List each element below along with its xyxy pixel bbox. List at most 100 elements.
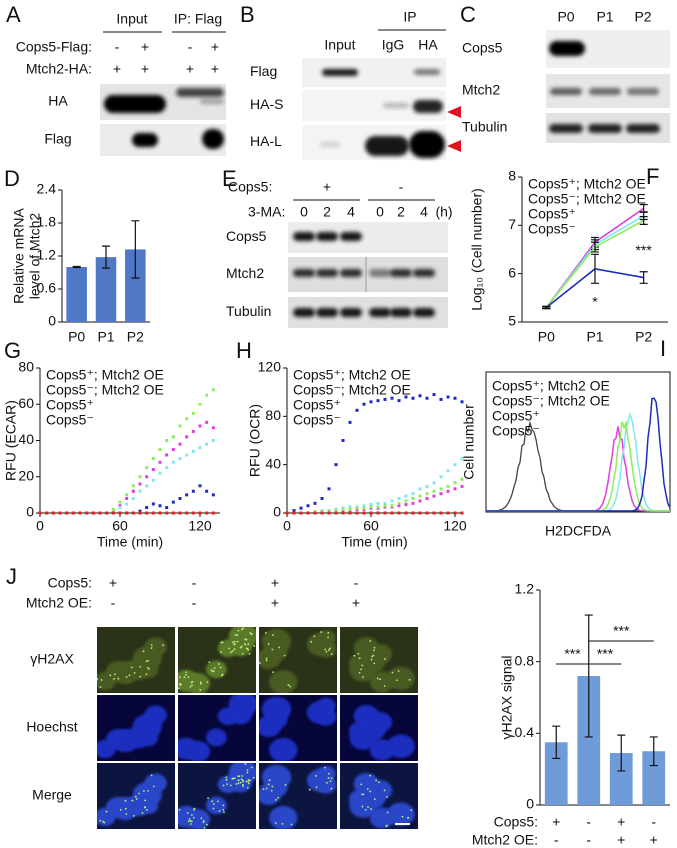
- foci: [250, 766, 253, 769]
- foci: [328, 649, 330, 651]
- blot-band: [369, 308, 391, 317]
- foci: [369, 640, 372, 642]
- label: HA: [48, 93, 68, 109]
- nucleus: [369, 739, 395, 761]
- foci: [364, 808, 367, 811]
- x-tick-label: +: [617, 832, 625, 848]
- legend-entry: Cops5⁻; Mtch2 OE: [293, 382, 411, 398]
- point: [320, 497, 324, 500]
- blot-band: [316, 232, 338, 241]
- foci: [147, 659, 150, 662]
- point: [460, 477, 464, 481]
- x-tick-label: 0: [283, 518, 291, 534]
- y-tick-label: 6: [508, 264, 516, 280]
- point: [151, 457, 155, 461]
- y-tick-label: 0.8: [515, 652, 535, 668]
- foci: [203, 827, 206, 829]
- foci: [143, 806, 146, 809]
- label: -: [192, 575, 197, 591]
- foci: [373, 662, 376, 665]
- cell: [353, 636, 380, 659]
- micrograph: [340, 695, 418, 761]
- foci: [100, 679, 103, 681]
- foci: [150, 647, 153, 649]
- label: Input: [324, 37, 355, 53]
- point: [369, 505, 373, 509]
- nucleus: [132, 714, 162, 739]
- foci: [284, 783, 287, 786]
- foci: [245, 763, 247, 764]
- foci: [362, 676, 364, 679]
- foci: [190, 813, 193, 816]
- label: Mtch2 OE:: [26, 595, 92, 611]
- point: [446, 489, 450, 493]
- legend-entry: Cops5⁻; Mtch2 OE: [46, 382, 164, 398]
- point: [118, 500, 122, 504]
- legend-entry: Cops5⁺; Mtch2 OE: [492, 378, 610, 394]
- error-bar: [72, 265, 81, 269]
- point: [432, 481, 436, 485]
- foci: [184, 674, 187, 676]
- point: [211, 511, 215, 515]
- legend-entry: Cops5⁺; Mtch2 OE: [528, 176, 646, 192]
- point: [397, 501, 401, 505]
- cell: [132, 646, 162, 671]
- point: [205, 393, 209, 397]
- label: 2: [397, 204, 405, 220]
- point: [425, 484, 429, 488]
- foci: [242, 627, 245, 630]
- foci: [189, 823, 192, 825]
- label: IP: [403, 9, 416, 25]
- point: [171, 448, 175, 452]
- foci: [369, 790, 372, 793]
- nucleus: [217, 707, 239, 726]
- foci: [189, 685, 192, 688]
- point: [131, 484, 135, 488]
- foci: [310, 640, 313, 643]
- annotation: *: [592, 294, 598, 310]
- micrograph: [178, 695, 256, 761]
- foci: [206, 681, 209, 683]
- point: [292, 509, 296, 513]
- point: [453, 463, 457, 467]
- blot-band: [176, 88, 224, 97]
- label: +: [352, 595, 360, 611]
- foci: [141, 812, 144, 815]
- foci: [231, 650, 234, 652]
- blot-band: [202, 129, 224, 149]
- legend-entry: Cops5⁻: [293, 412, 341, 428]
- foci: [249, 632, 252, 635]
- legend-entry: Cops5⁻: [46, 412, 94, 428]
- label: IgG: [382, 37, 405, 53]
- foci: [222, 804, 225, 807]
- foci: [222, 808, 225, 811]
- foci: [271, 785, 274, 788]
- y-axis-label: RFU (ECAR): [3, 400, 19, 481]
- label: 0: [376, 204, 384, 220]
- point: [383, 397, 387, 401]
- blot-band: [316, 308, 338, 317]
- point: [178, 497, 182, 500]
- point: [138, 511, 142, 515]
- point: [348, 507, 352, 511]
- point: [334, 463, 338, 467]
- foci: [246, 786, 249, 789]
- row-label: Mtch2 OE:: [472, 832, 538, 848]
- histogram-curve: [486, 426, 670, 512]
- foci: [211, 670, 214, 673]
- foci: [327, 772, 330, 775]
- foci: [410, 809, 413, 812]
- point: [376, 511, 380, 515]
- foci: [228, 647, 231, 650]
- point: [151, 502, 155, 506]
- cell: [269, 669, 298, 693]
- point: [313, 511, 317, 515]
- point: [453, 487, 457, 491]
- point: [211, 493, 215, 497]
- point: [145, 466, 149, 470]
- foci: [379, 678, 381, 681]
- blot-band: [627, 88, 659, 95]
- point: [411, 511, 415, 515]
- foci: [221, 641, 224, 644]
- panel-label: I: [660, 336, 666, 361]
